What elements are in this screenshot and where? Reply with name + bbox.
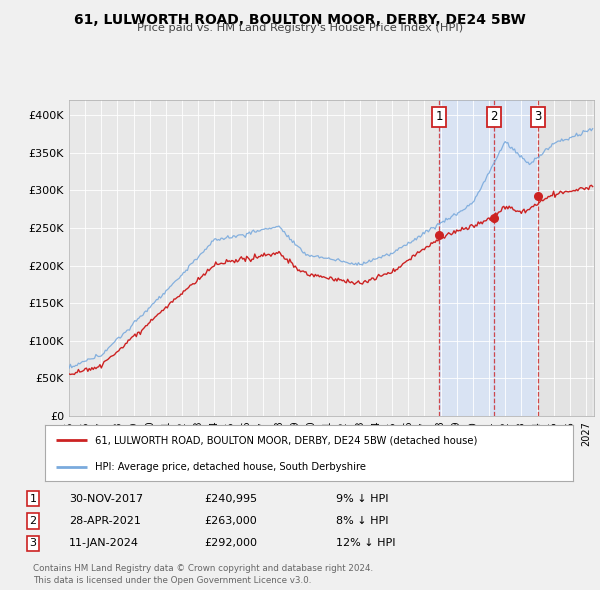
- Text: £240,995: £240,995: [204, 494, 257, 503]
- Text: 9% ↓ HPI: 9% ↓ HPI: [336, 494, 389, 503]
- Text: HPI: Average price, detached house, South Derbyshire: HPI: Average price, detached house, Sout…: [95, 462, 366, 472]
- Text: 12% ↓ HPI: 12% ↓ HPI: [336, 539, 395, 548]
- Text: Contains HM Land Registry data © Crown copyright and database right 2024.
This d: Contains HM Land Registry data © Crown c…: [33, 565, 373, 585]
- Text: 3: 3: [29, 539, 37, 548]
- Text: 30-NOV-2017: 30-NOV-2017: [69, 494, 143, 503]
- Text: £263,000: £263,000: [204, 516, 257, 526]
- Text: 1: 1: [436, 110, 443, 123]
- Bar: [439, 100, 494, 416]
- Text: 28-APR-2021: 28-APR-2021: [69, 516, 141, 526]
- Text: 61, LULWORTH ROAD, BOULTON MOOR, DERBY, DE24 5BW (detached house): 61, LULWORTH ROAD, BOULTON MOOR, DERBY, …: [95, 435, 478, 445]
- Text: 1: 1: [29, 494, 37, 503]
- Text: Price paid vs. HM Land Registry's House Price Index (HPI): Price paid vs. HM Land Registry's House …: [137, 23, 463, 33]
- Text: 2: 2: [29, 516, 37, 526]
- Bar: [538, 100, 591, 416]
- Text: 8% ↓ HPI: 8% ↓ HPI: [336, 516, 389, 526]
- Bar: [494, 100, 538, 416]
- Text: 11-JAN-2024: 11-JAN-2024: [69, 539, 139, 548]
- Text: £292,000: £292,000: [204, 539, 257, 548]
- Text: 2: 2: [491, 110, 498, 123]
- Text: 3: 3: [535, 110, 542, 123]
- Text: 61, LULWORTH ROAD, BOULTON MOOR, DERBY, DE24 5BW: 61, LULWORTH ROAD, BOULTON MOOR, DERBY, …: [74, 13, 526, 27]
